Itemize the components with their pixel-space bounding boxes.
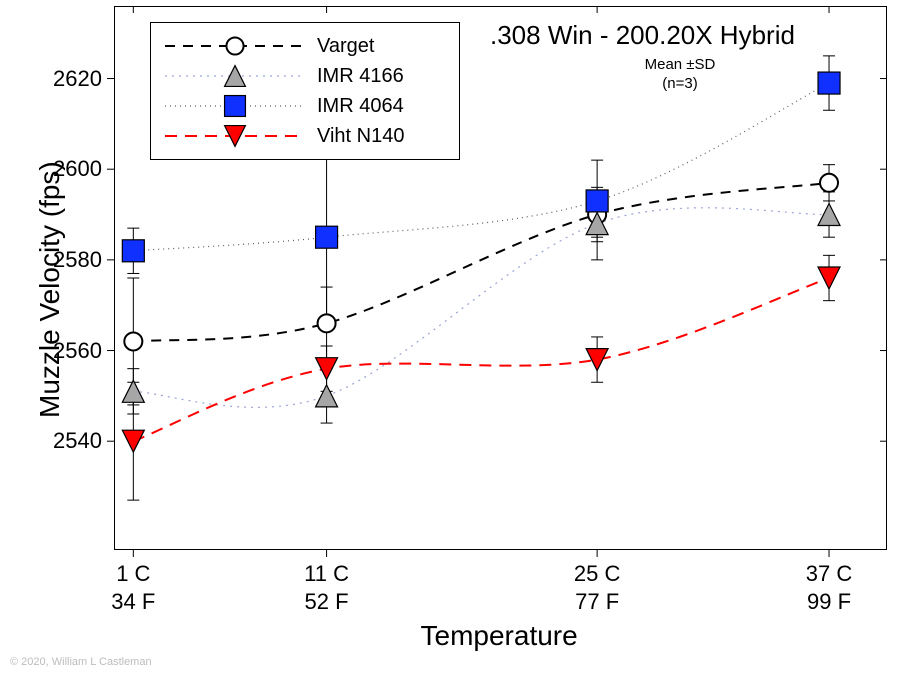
x-tick-label: 25 C 77 F <box>547 560 647 615</box>
x-tick-label: 11 C 52 F <box>277 560 377 615</box>
legend-sample <box>165 31 305 61</box>
legend-sample <box>165 121 305 151</box>
chart-title: .308 Win - 200.20X Hybrid <box>490 20 795 51</box>
x-axis-title: Temperature <box>421 620 578 652</box>
y-tick-label: 2540 <box>0 428 102 454</box>
legend-label: IMR 4064 <box>317 95 404 118</box>
subtitle-line2: (n=3) <box>662 75 697 92</box>
y-tick-label: 2620 <box>0 66 102 92</box>
legend: Varget IMR 4166 IMR 4064 Viht N140 <box>150 22 460 160</box>
legend-sample <box>165 91 305 121</box>
legend-row: Varget <box>165 31 445 61</box>
y-tick-label: 2600 <box>0 156 102 182</box>
x-tick-label: 37 C 99 F <box>779 560 879 615</box>
chart-subtitle: Mean ±SD (n=3) <box>600 56 760 94</box>
legend-label: Viht N140 <box>317 125 404 148</box>
legend-row: IMR 4166 <box>165 61 445 91</box>
legend-label: IMR 4166 <box>317 65 404 88</box>
y-tick-label: 2560 <box>0 338 102 364</box>
legend-row: IMR 4064 <box>165 91 445 121</box>
x-tick-label: 1 C 34 F <box>83 560 183 615</box>
copyright: © 2020, William L Castleman <box>10 656 152 668</box>
y-axis-title: Muzzle Velocity (fps) <box>34 161 66 418</box>
legend-sample <box>165 61 305 91</box>
y-tick-label: 2580 <box>0 247 102 273</box>
legend-row: Viht N140 <box>165 121 445 151</box>
legend-label: Varget <box>317 35 374 58</box>
subtitle-line1: Mean ±SD <box>645 56 716 73</box>
